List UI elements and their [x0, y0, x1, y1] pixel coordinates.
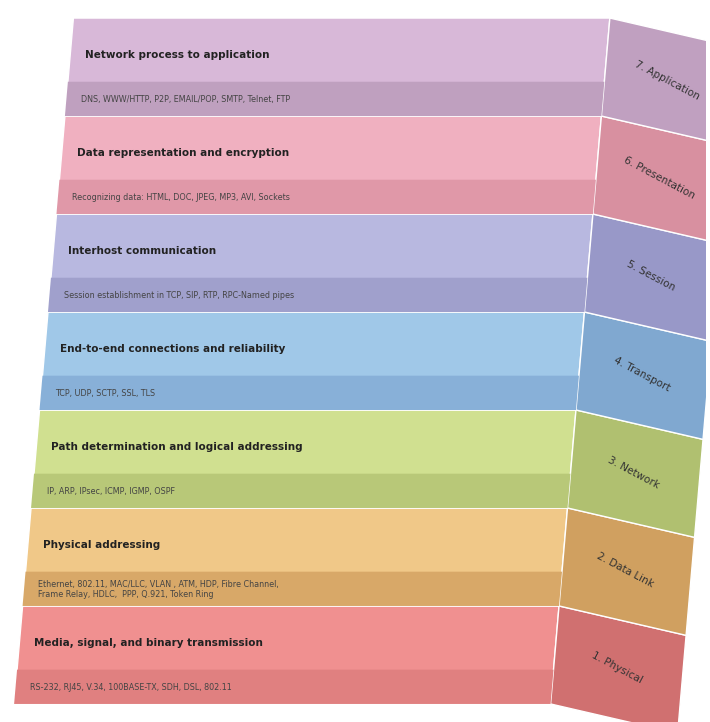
Polygon shape: [23, 572, 562, 606]
Text: 6. Presentation: 6. Presentation: [622, 155, 697, 201]
Text: IP, ARP, IPsec, ICMP, IGMP, OSPF: IP, ARP, IPsec, ICMP, IGMP, OSPF: [47, 487, 175, 496]
Polygon shape: [567, 410, 703, 537]
Polygon shape: [48, 214, 593, 312]
Text: End-to-end connections and reliability: End-to-end connections and reliability: [60, 344, 285, 355]
Text: Path determination and logical addressing: Path determination and logical addressin…: [51, 443, 302, 452]
Text: RS-232, RJ45, V.34, 100BASE-TX, SDH, DSL, 802.11: RS-232, RJ45, V.34, 100BASE-TX, SDH, DSL…: [30, 683, 231, 692]
Polygon shape: [14, 606, 559, 704]
Polygon shape: [593, 116, 710, 243]
Text: Data representation and encryption: Data representation and encryption: [77, 148, 289, 158]
Text: Recognizing data: HTML, DOC, JPEG, MP3, AVI, Sockets: Recognizing data: HTML, DOC, JPEG, MP3, …: [72, 193, 290, 202]
Polygon shape: [584, 214, 710, 342]
Text: Physical addressing: Physical addressing: [43, 540, 160, 550]
Text: 4. Transport: 4. Transport: [612, 355, 672, 393]
Text: Ethernet, 802.11, MAC/LLC, VLAN , ATM, HDP, Fibre Channel,
Frame Relay, HDLC,  P: Ethernet, 802.11, MAC/LLC, VLAN , ATM, H…: [38, 580, 279, 599]
Polygon shape: [31, 474, 570, 508]
Text: 2. Data Link: 2. Data Link: [595, 551, 655, 589]
Text: 1. Physical: 1. Physical: [589, 651, 644, 686]
Polygon shape: [57, 116, 601, 214]
Polygon shape: [65, 18, 610, 116]
Polygon shape: [14, 670, 554, 704]
Polygon shape: [40, 375, 579, 410]
Text: DNS, WWW/HTTP, P2P, EMAIL/POP, SMTP, Telnet, FTP: DNS, WWW/HTTP, P2P, EMAIL/POP, SMTP, Tel…: [81, 95, 290, 104]
Text: 3. Network: 3. Network: [606, 454, 661, 490]
Polygon shape: [65, 82, 604, 116]
Polygon shape: [40, 312, 584, 410]
Polygon shape: [559, 508, 694, 635]
Polygon shape: [57, 180, 596, 214]
Text: Media, signal, and binary transmission: Media, signal, and binary transmission: [34, 638, 263, 648]
Polygon shape: [576, 312, 710, 440]
Text: Session establishment in TCP, SIP, RTP, RPC-Named pipes: Session establishment in TCP, SIP, RTP, …: [64, 291, 294, 300]
Polygon shape: [48, 278, 587, 312]
Polygon shape: [23, 508, 567, 606]
Polygon shape: [550, 606, 686, 722]
Polygon shape: [31, 410, 576, 508]
Polygon shape: [601, 18, 710, 145]
Text: Network process to application: Network process to application: [85, 51, 270, 60]
Text: 5. Session: 5. Session: [625, 259, 677, 293]
Text: 7. Application: 7. Application: [633, 59, 701, 102]
Text: Interhost communication: Interhost communication: [68, 246, 216, 256]
Text: TCP, UDP, SCTP, SSL, TLS: TCP, UDP, SCTP, SSL, TLS: [55, 389, 155, 398]
